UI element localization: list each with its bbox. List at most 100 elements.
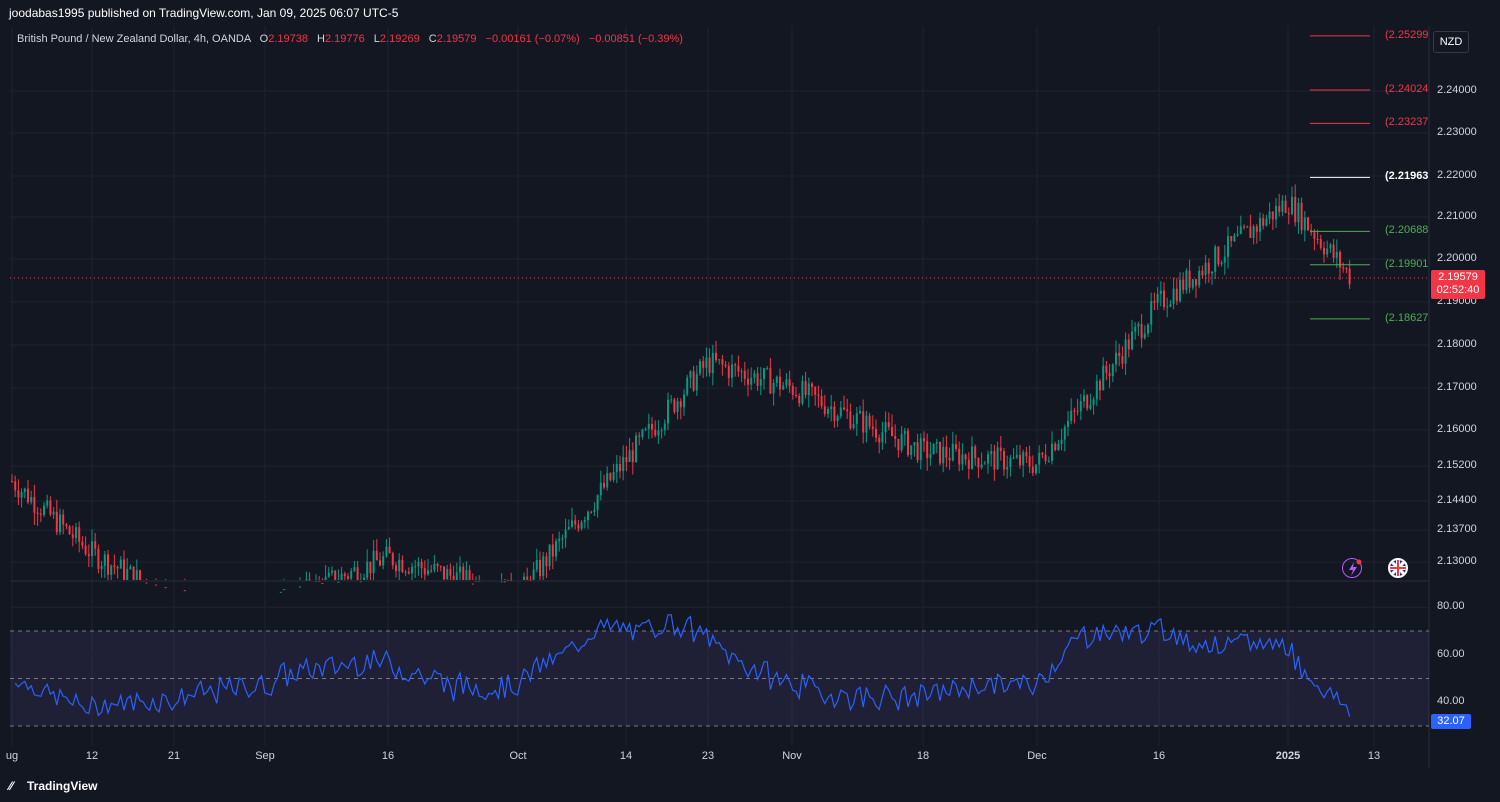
candle-body — [663, 423, 666, 431]
candle-body — [577, 524, 580, 529]
candle-body — [1070, 410, 1073, 421]
candle-body — [1153, 300, 1156, 303]
price-tick-label: 2.17000 — [1437, 381, 1477, 393]
uk-flag-icon[interactable] — [1388, 558, 1408, 578]
candle-body — [116, 567, 119, 569]
candle-body — [948, 457, 951, 461]
candle-body — [401, 559, 404, 573]
candle-body — [1342, 267, 1345, 269]
candle-body — [830, 406, 833, 410]
high-value: 2.19776 — [324, 33, 365, 45]
candle-body — [849, 411, 852, 429]
candle-body — [766, 368, 769, 370]
candle-body — [129, 566, 132, 570]
candle-body — [39, 513, 42, 515]
candle-body — [769, 368, 772, 394]
candle-body — [1246, 226, 1249, 228]
candle-body — [359, 581, 362, 583]
candle-body — [1031, 466, 1034, 473]
candle-body — [75, 527, 77, 539]
time-tick-label: 14 — [619, 750, 633, 762]
candle-body — [887, 422, 890, 427]
candle-body — [1214, 246, 1217, 272]
candle-body — [1095, 380, 1098, 400]
candle-body — [555, 541, 557, 557]
candle-body — [1060, 439, 1063, 444]
candle-body — [331, 570, 333, 573]
candle-body — [587, 511, 589, 521]
candle-body — [1291, 196, 1293, 215]
candle-body — [785, 379, 788, 386]
time-tick-label: 16 — [381, 750, 395, 762]
candle-body — [366, 561, 369, 578]
rsi-axis[interactable]: 80.00 60.00 40.00 — [1429, 582, 1500, 750]
lightning-icon[interactable] — [1342, 558, 1362, 578]
time-tick-label: Sep — [255, 750, 275, 762]
candle-body — [737, 365, 740, 372]
candle-body — [84, 545, 87, 555]
candle-body — [1239, 226, 1242, 235]
time-axis[interactable]: ug 12 21 Sep 16 Oct 14 23 Nov 18 Dec 16 2025 13 — [0, 746, 1429, 768]
candle-body — [1335, 251, 1338, 258]
candle-body — [1147, 324, 1149, 334]
candle-body — [878, 437, 881, 443]
candle-body — [81, 541, 84, 546]
candle-body — [817, 394, 820, 397]
candle-body — [535, 560, 538, 570]
price-axis[interactable]: 2.24000 2.23000 2.22000 2.21000 2.20000 2.190… — [1429, 26, 1500, 581]
candle-body — [823, 405, 826, 414]
candle-body — [1198, 270, 1201, 286]
candle-body — [865, 415, 868, 433]
candle-body — [1102, 365, 1105, 391]
candle-body — [894, 436, 897, 439]
candle-body — [529, 579, 532, 581]
tradingview-logo[interactable]: ⁄⁄ TradingView — [9, 779, 97, 793]
candle-body — [593, 509, 596, 512]
candle-body — [1115, 352, 1117, 365]
current-price-tag: 2.19579 02:52:40 — [1431, 270, 1485, 299]
candle-body — [708, 357, 711, 374]
candle-body — [91, 541, 93, 557]
candle-body — [372, 550, 375, 574]
candle-body — [1217, 246, 1220, 265]
candle-body — [1035, 464, 1037, 473]
candle-body — [750, 377, 753, 385]
candle-body — [30, 496, 33, 503]
low-value: 2.19269 — [379, 33, 420, 45]
candle-body — [625, 456, 628, 463]
candle-body — [1121, 356, 1124, 364]
candle-body — [1099, 380, 1101, 391]
candle-body — [17, 490, 20, 498]
candle-body — [1332, 244, 1335, 258]
candle-body — [689, 371, 692, 378]
candle-body — [1278, 205, 1281, 212]
candle-body — [1307, 217, 1309, 231]
time-tick-label: ug — [5, 750, 19, 762]
top-bar: joodabas1995 published on TradingView.co… — [0, 0, 1500, 26]
chart-grid — [10, 26, 1429, 746]
symbol-legend[interactable]: British Pound / New Zealand Dollar, 4h, … — [17, 33, 683, 45]
candle-body — [788, 379, 791, 386]
candle-body — [417, 561, 420, 567]
currency-button[interactable]: NZD — [1433, 31, 1469, 53]
candle-body — [1038, 452, 1041, 465]
candle-body — [855, 413, 858, 424]
candle-body — [804, 381, 807, 396]
candle-body — [1243, 226, 1245, 228]
candle-body — [1329, 244, 1332, 249]
candle-body — [1044, 454, 1047, 461]
candle-body — [1134, 326, 1137, 332]
candle-body — [1169, 303, 1172, 307]
candle-body — [363, 577, 365, 580]
candle-body — [500, 581, 503, 583]
candle-body — [951, 444, 954, 461]
candle-body — [875, 428, 877, 438]
candle-body — [798, 395, 801, 404]
candle-body — [1172, 288, 1175, 304]
candle-body — [715, 352, 717, 361]
candle-body — [622, 456, 625, 472]
candle-body — [772, 382, 775, 394]
candle-body — [1140, 323, 1143, 339]
candle-body — [903, 430, 906, 435]
